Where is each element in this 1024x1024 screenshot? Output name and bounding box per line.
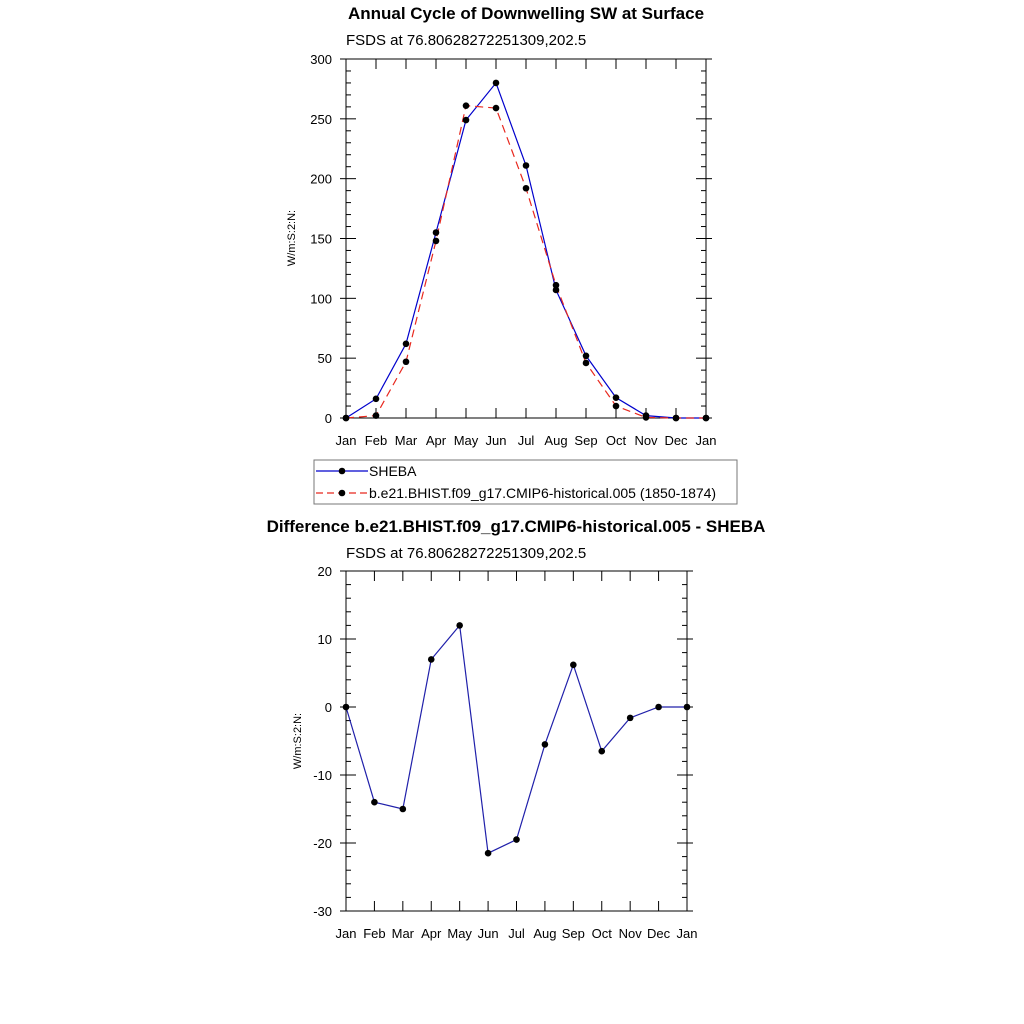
series-layer <box>342 622 691 857</box>
legend-entry-model: b.e21.BHIST.f09_g17.CMIP6-historical.005… <box>369 485 716 501</box>
y-tick-label-20: 20 <box>318 564 332 579</box>
data-point-s0-feb-1 <box>372 395 380 403</box>
y-tick-label-0: 0 <box>325 700 332 715</box>
data-point-s0-oct-9 <box>598 747 606 755</box>
x-tick-label-0: Jan <box>336 926 357 941</box>
chart-title: Difference b.e21.BHIST.f09_g17.CMIP6-his… <box>267 517 766 536</box>
x-tick-label-9: Oct <box>606 433 627 448</box>
data-point-s1-jan-0 <box>342 414 350 422</box>
x-tick-label-8: Sep <box>574 433 597 448</box>
data-point-s1-jun-5 <box>492 104 500 112</box>
x-tick-label-6: Jul <box>508 926 525 941</box>
chart-title: Annual Cycle of Downwelling SW at Surfac… <box>348 4 704 23</box>
y-tick-label-200: 200 <box>310 172 332 187</box>
data-point-s1-dec-11 <box>672 414 680 422</box>
data-point-s0-mar-2 <box>399 805 407 813</box>
data-point-s0-jan-12 <box>683 703 691 711</box>
x-tick-label-3: Apr <box>426 433 447 448</box>
data-point-s0-dec-11 <box>655 703 662 711</box>
x-tick-label-2: Mar <box>395 433 418 448</box>
chart-subtitle: FSDS at 76.80628272251309,202.5 <box>346 545 586 562</box>
legend-box <box>313 459 738 505</box>
x-tick-label-8: Sep <box>562 926 585 941</box>
data-point-s1-sep-8 <box>582 359 590 367</box>
plot-frame <box>345 570 688 912</box>
chart-subtitle: FSDS at 76.80628272251309,202.5 <box>346 32 586 49</box>
y-tick-label-100: 100 <box>310 291 332 306</box>
y-axis-label: W/m:S:2:N: <box>292 713 304 769</box>
series-line-difference <box>345 623 687 855</box>
x-tick-label-3: Apr <box>421 926 442 941</box>
annual-cycle-chart: Annual Cycle of Downwelling SW at Surfac… <box>286 4 716 448</box>
x-tick-label-0: Jan <box>336 433 357 448</box>
data-point-s0-jul-6 <box>522 162 530 169</box>
data-point-s0-jun-5 <box>492 79 500 87</box>
y-tick-label-250: 250 <box>310 112 332 127</box>
data-point-s1-nov-10 <box>642 414 650 421</box>
y-tick-label-10: -10 <box>313 768 332 783</box>
x-tick-label-10: Nov <box>619 926 643 941</box>
data-point-s1-jan-12 <box>702 414 710 422</box>
legend-entry-sheba: SHEBA <box>369 463 417 479</box>
data-point-s0-mar-2 <box>402 340 410 348</box>
x-tick-label-10: Nov <box>634 433 658 448</box>
x-tick-label-5: Jun <box>486 433 507 448</box>
data-point-s0-apr-3 <box>427 656 435 663</box>
x-tick-label-2: Mar <box>392 926 415 941</box>
data-point-s0-sep-8 <box>570 661 577 669</box>
x-tick-label-11: Dec <box>664 433 688 448</box>
x-tick-label-1: Feb <box>365 433 387 448</box>
y-tick-label-50: 50 <box>318 351 332 366</box>
data-point-s0-jan-0 <box>342 703 350 711</box>
y-axis-label: W/m:S:2:N: <box>286 210 298 266</box>
legend-marker-model <box>338 489 346 497</box>
y-tick-label-10: 10 <box>318 632 332 647</box>
series-line-b-e21-bhist-f09-g17-cmip <box>345 105 706 419</box>
x-tick-label-7: Aug <box>533 926 556 941</box>
x-tick-label-11: Dec <box>647 926 671 941</box>
x-tick-label-12: Jan <box>696 433 717 448</box>
x-tick-label-9: Oct <box>592 926 613 941</box>
x-tick-label-1: Feb <box>363 926 385 941</box>
plot-frame <box>345 58 707 419</box>
y-tick-label-20: -20 <box>313 836 332 851</box>
y-tick-label-30: -30 <box>313 904 332 919</box>
axes-ticks: Jan Feb Mar Apr May Jun Jul Aug Sep Oct Nov Dec Jan-… <box>313 564 697 941</box>
data-point-s0-feb-1 <box>371 798 378 806</box>
data-point-s0-oct-9 <box>612 394 620 401</box>
y-tick-label-300: 300 <box>310 52 332 67</box>
legend-marker-sheba <box>338 467 346 475</box>
data-point-s0-apr-3 <box>432 229 440 236</box>
data-point-s1-may-4 <box>462 102 470 109</box>
data-point-s0-aug-7 <box>541 741 549 748</box>
series-layer <box>342 79 710 422</box>
data-point-s1-oct-9 <box>612 402 620 410</box>
x-tick-label-5: Jun <box>478 926 499 941</box>
series-line-sheba <box>345 81 706 419</box>
data-point-s1-jul-6 <box>522 184 530 192</box>
x-tick-label-7: Aug <box>544 433 567 448</box>
x-tick-label-12: Jan <box>677 926 698 941</box>
data-point-s0-may-4 <box>456 622 463 629</box>
data-point-s0-may-4 <box>462 116 470 124</box>
data-point-s0-jul-6 <box>513 836 520 843</box>
difference-chart: Difference b.e21.BHIST.f09_g17.CMIP6-his… <box>267 517 766 941</box>
data-point-s0-sep-8 <box>582 352 590 360</box>
legend: SHEBA b.e21.BHIST.f09_g17.CMIP6-historic… <box>313 459 738 505</box>
y-tick-label-150: 150 <box>310 232 332 247</box>
data-point-s0-nov-10 <box>626 714 634 722</box>
data-point-s0-aug-7 <box>552 286 560 294</box>
data-point-s1-mar-2 <box>402 358 410 366</box>
x-tick-label-6: Jul <box>518 433 535 448</box>
axes-ticks: Jan Feb Mar Apr May Jun Jul Aug Sep Oct Nov Dec Jan 0… <box>310 52 716 448</box>
data-point-s1-aug-7 <box>552 281 560 289</box>
data-point-s1-feb-1 <box>372 412 380 419</box>
data-point-s1-apr-3 <box>432 237 440 245</box>
x-tick-label-4: May <box>447 926 472 941</box>
x-tick-label-4: May <box>454 433 479 448</box>
data-point-s0-jun-5 <box>484 849 492 857</box>
y-tick-label-0: 0 <box>325 411 332 426</box>
